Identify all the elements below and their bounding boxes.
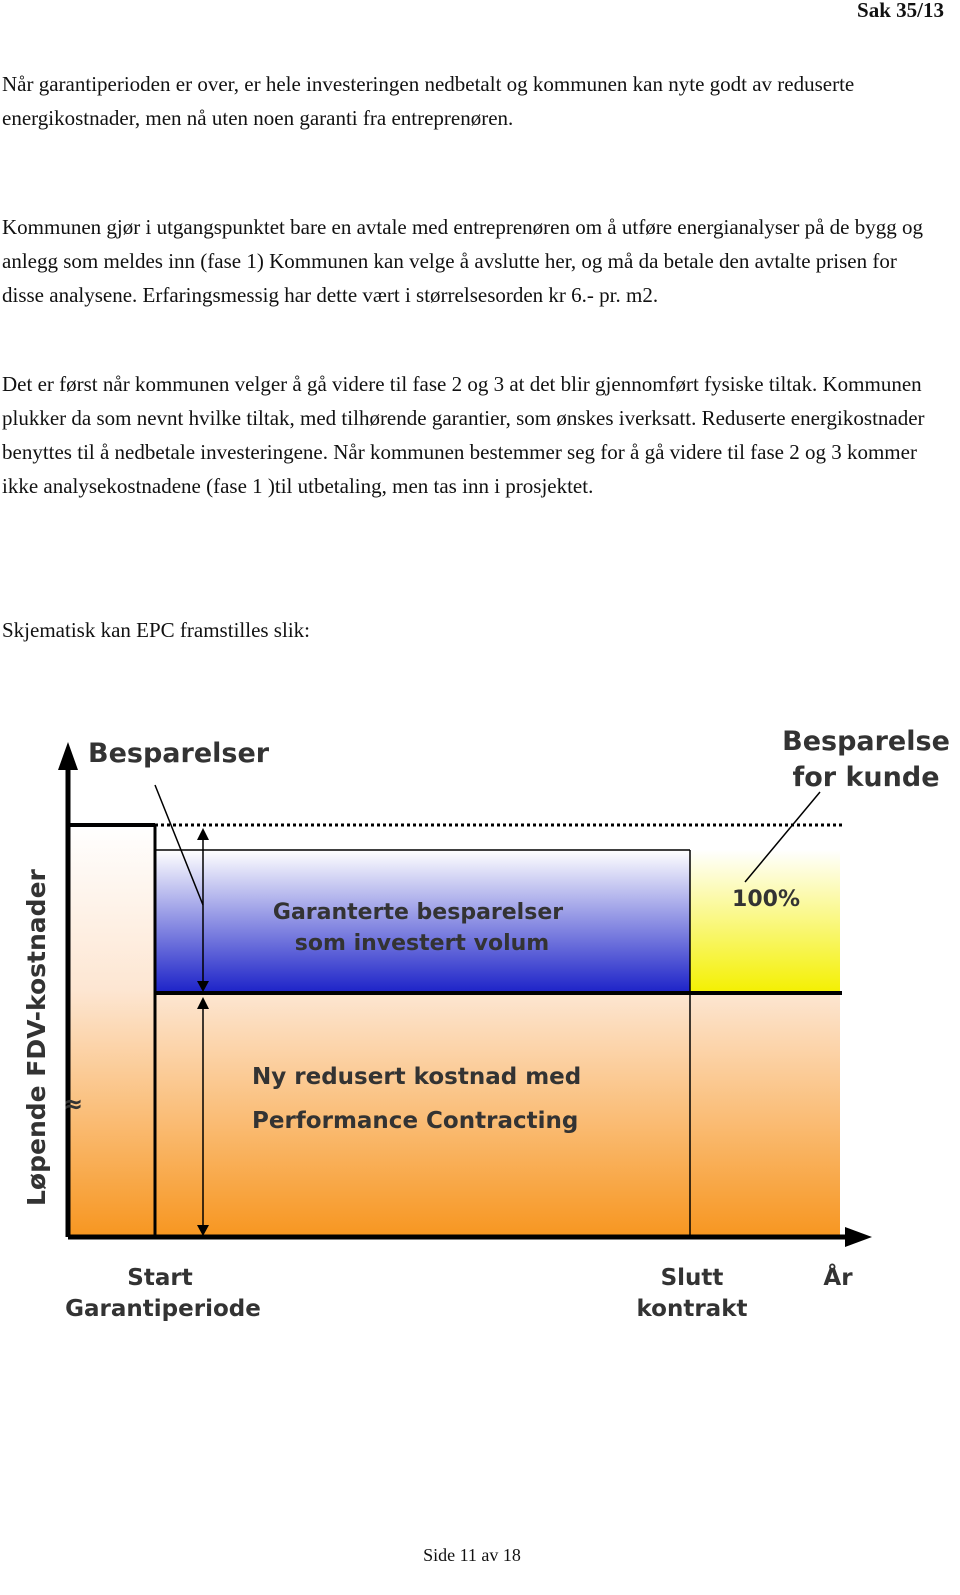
y-axis-label: Løpende FDV-kostnader [22,868,51,1206]
customer-savings: for kunde [792,762,939,793]
reduced-label: Performance Contracting [252,1108,578,1134]
page-ref: Sak 35/13 [857,0,944,22]
page-number: Side 11 av 18 [423,1545,521,1565]
axis-break: ≈ [63,1090,83,1118]
end-label: kontrakt [636,1296,747,1322]
savings-label: Besparelser [88,738,270,769]
guaranteed-label: som investert volum [295,931,549,956]
reduced-label: Ny redusert kostnad med [252,1064,581,1090]
x-axis-label: År [823,1263,853,1291]
guaranteed-label: Garanterte besparelser [273,900,563,925]
paragraph: Kommunen gjør i utgangspunktet bare en a… [2,215,923,307]
customer-savings: Besparelse [782,726,950,757]
percent-label: 100% [732,887,800,912]
start-label: Start [127,1265,192,1291]
paragraph: Når garantiperioden er over, er hele inv… [2,72,855,130]
start-label: Garantiperiode [65,1296,261,1322]
end-label: Slutt [661,1265,724,1291]
paragraph: Det er først når kommunen velger å gå vi… [2,372,925,498]
epc-diagram: Besparelser Besparelse for kunde 100% Ga… [22,726,950,1322]
paragraph: Skjematisk kan EPC framstilles slik: [2,618,310,642]
